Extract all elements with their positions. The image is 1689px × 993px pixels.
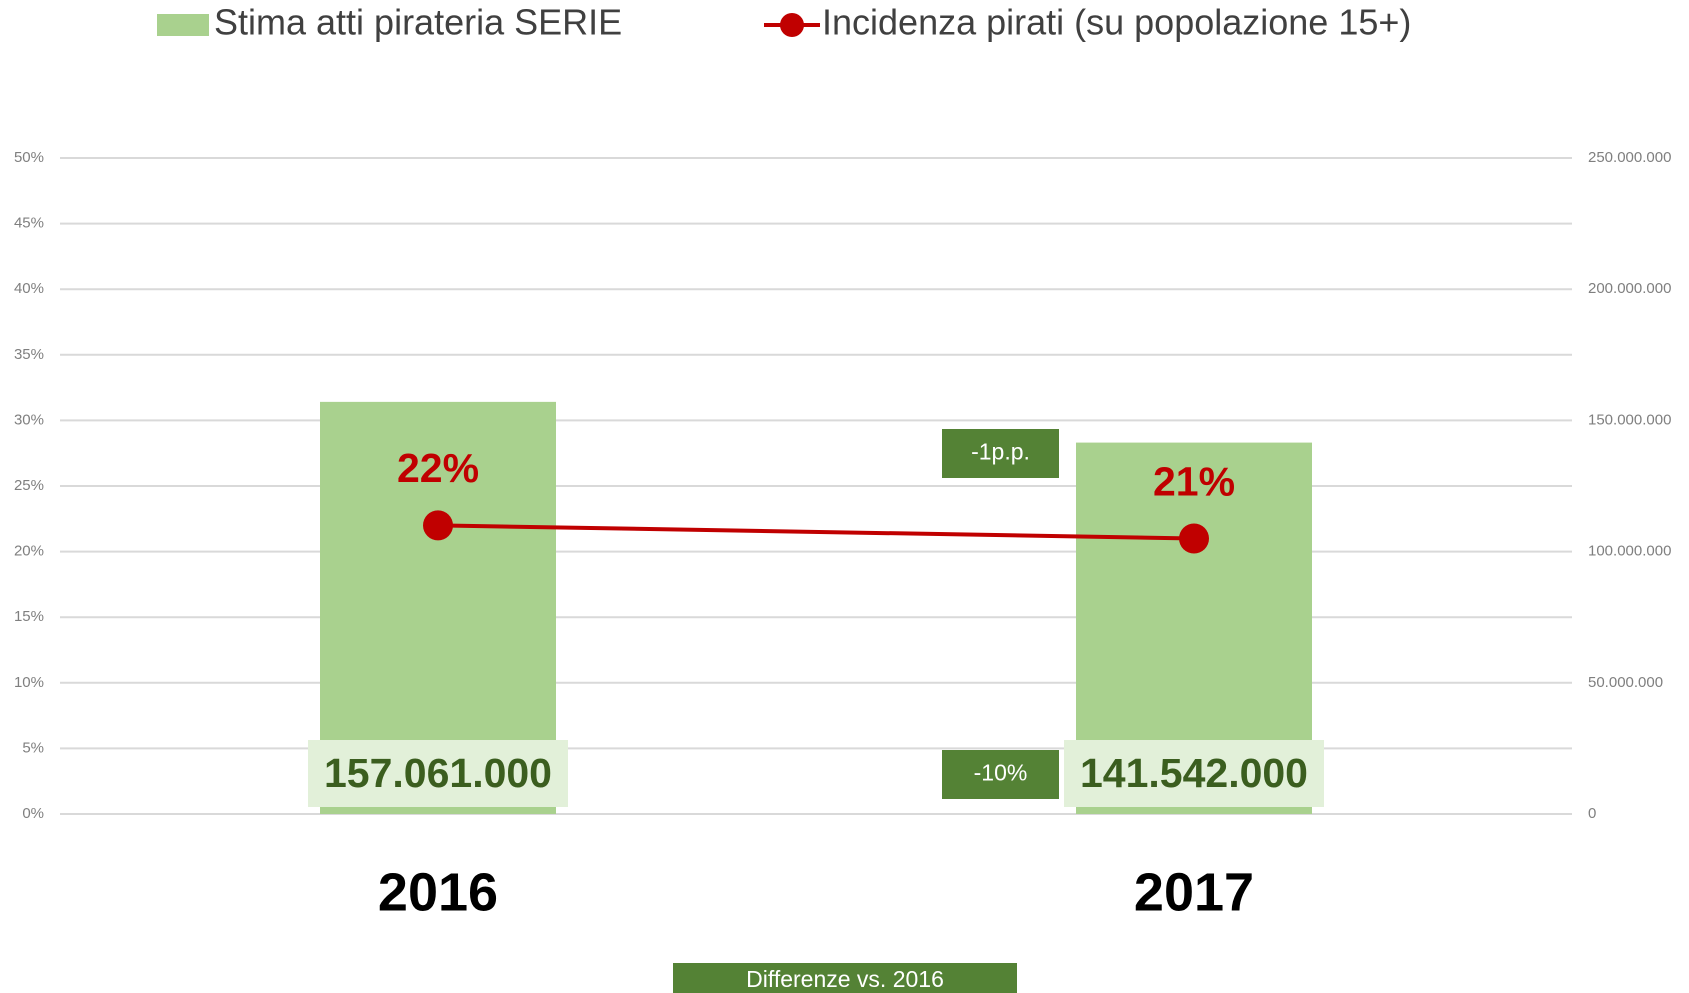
annotation: Differenze vs. 2016	[746, 966, 944, 992]
x-tick-label: 2017	[1134, 862, 1254, 922]
y-tick-label: 25%	[14, 477, 44, 494]
y-tick-label: 50%	[14, 149, 44, 166]
legend-swatch	[157, 14, 209, 36]
y2-tick-label: 50.000.000	[1588, 674, 1663, 691]
y-tick-label: 45%	[14, 215, 44, 232]
line-point	[1179, 523, 1209, 554]
legend-marker	[780, 13, 804, 37]
y-tick-label: 35%	[14, 346, 44, 363]
y2-tick-label: 100.000.000	[1588, 543, 1671, 560]
legend-label: Incidenza pirati (su popolazione 15+)	[822, 2, 1411, 43]
line	[437, 523, 1195, 541]
line-point	[423, 510, 453, 541]
x-tick-label: 2016	[378, 862, 498, 922]
y-tick-label: 0%	[22, 805, 44, 822]
line-value-label: 22%	[397, 445, 479, 491]
annotation-box	[942, 429, 1059, 478]
y-tick-label: 30%	[14, 411, 44, 428]
y-tick-label: 15%	[14, 608, 44, 625]
y2-tick-label: 0	[1588, 805, 1596, 822]
line-value-label: 21%	[1153, 458, 1235, 504]
legend-label: Stima atti pirateria SERIE	[214, 2, 622, 43]
annotation: -1p.p.	[971, 439, 1030, 465]
y2-tick-label: 200.000.000	[1588, 280, 1671, 297]
y2-tick-label: 150.000.000	[1588, 411, 1671, 428]
y-tick-label: 5%	[22, 739, 44, 756]
y2-tick-label: 250.000.000	[1588, 149, 1671, 166]
annotation-box	[942, 750, 1059, 799]
annotation: -10%	[974, 760, 1028, 786]
y-tick-label: 20%	[14, 543, 44, 560]
bar-value-label: 141.542.000	[1080, 750, 1308, 796]
annotation-box	[673, 963, 1017, 993]
y-tick-label: 40%	[14, 280, 44, 297]
y-tick-label: 10%	[14, 674, 44, 691]
bar-label-band	[1064, 740, 1324, 807]
bar-label-band	[308, 740, 568, 807]
bar-value-label: 157.061.000	[324, 750, 552, 796]
